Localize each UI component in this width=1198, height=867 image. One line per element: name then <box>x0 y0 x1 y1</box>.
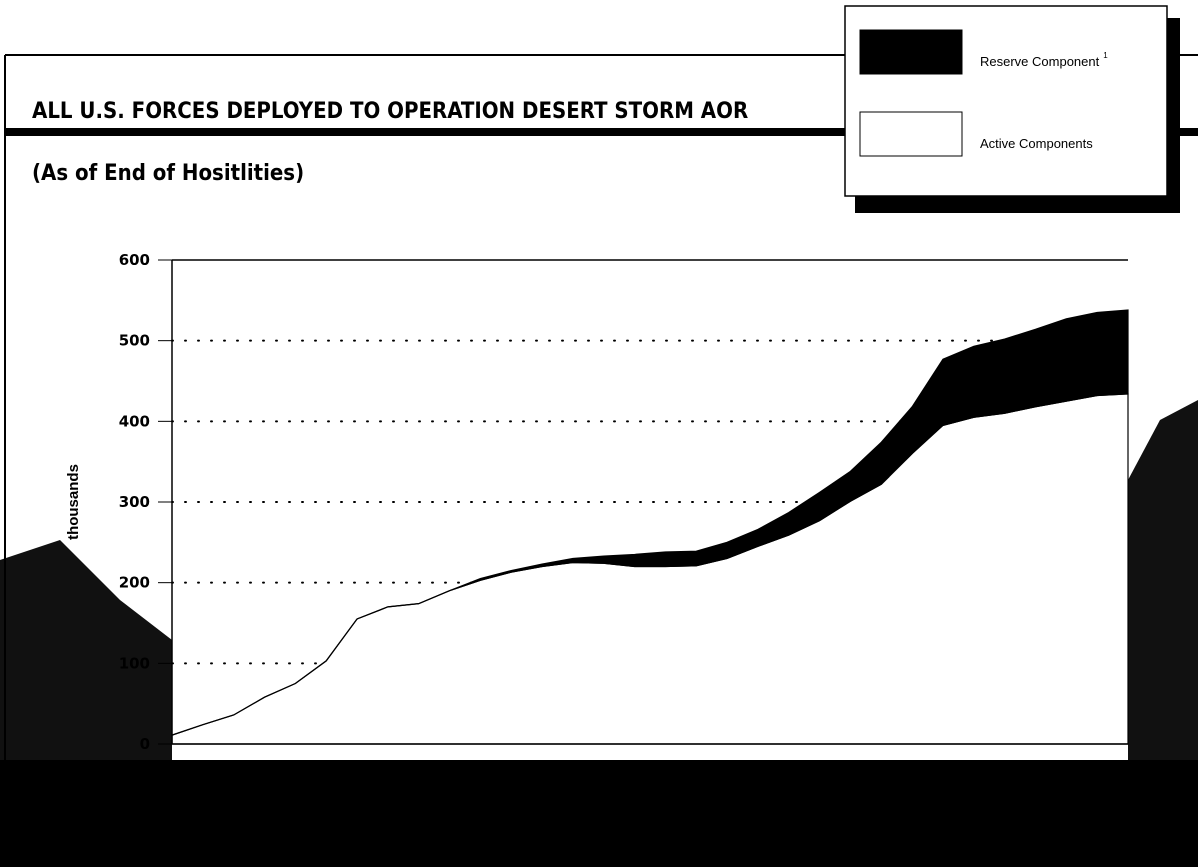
legend-swatch <box>859 29 963 75</box>
y-tick-label: 500 <box>119 332 150 350</box>
area <box>171 309 1129 736</box>
chart-subtitle: (As of End of Hositlities) <box>32 161 304 186</box>
y-tick-label: 200 <box>119 574 150 592</box>
chart-title: ALL U.S. FORCES DEPLOYED TO OPERATION DE… <box>32 99 748 124</box>
legend-swatch <box>859 111 963 157</box>
title-rule <box>5 128 1198 136</box>
y-tick-label: 300 <box>119 493 150 511</box>
scan-dark-band <box>0 760 1198 867</box>
legend-label: Reserve Component <box>980 54 1100 69</box>
y-tick-label: 100 <box>119 654 150 672</box>
y-tick-label: 400 <box>119 412 150 430</box>
y-tick-label: 600 <box>119 251 150 269</box>
scan-dark-left <box>0 540 172 760</box>
legend-label: Active Components <box>980 136 1093 151</box>
legend-note: 1 <box>1103 51 1108 60</box>
scan-dark-right <box>1128 400 1198 760</box>
y-axis-label: thousands <box>65 464 82 540</box>
y-tick-label: 0 <box>140 735 150 753</box>
